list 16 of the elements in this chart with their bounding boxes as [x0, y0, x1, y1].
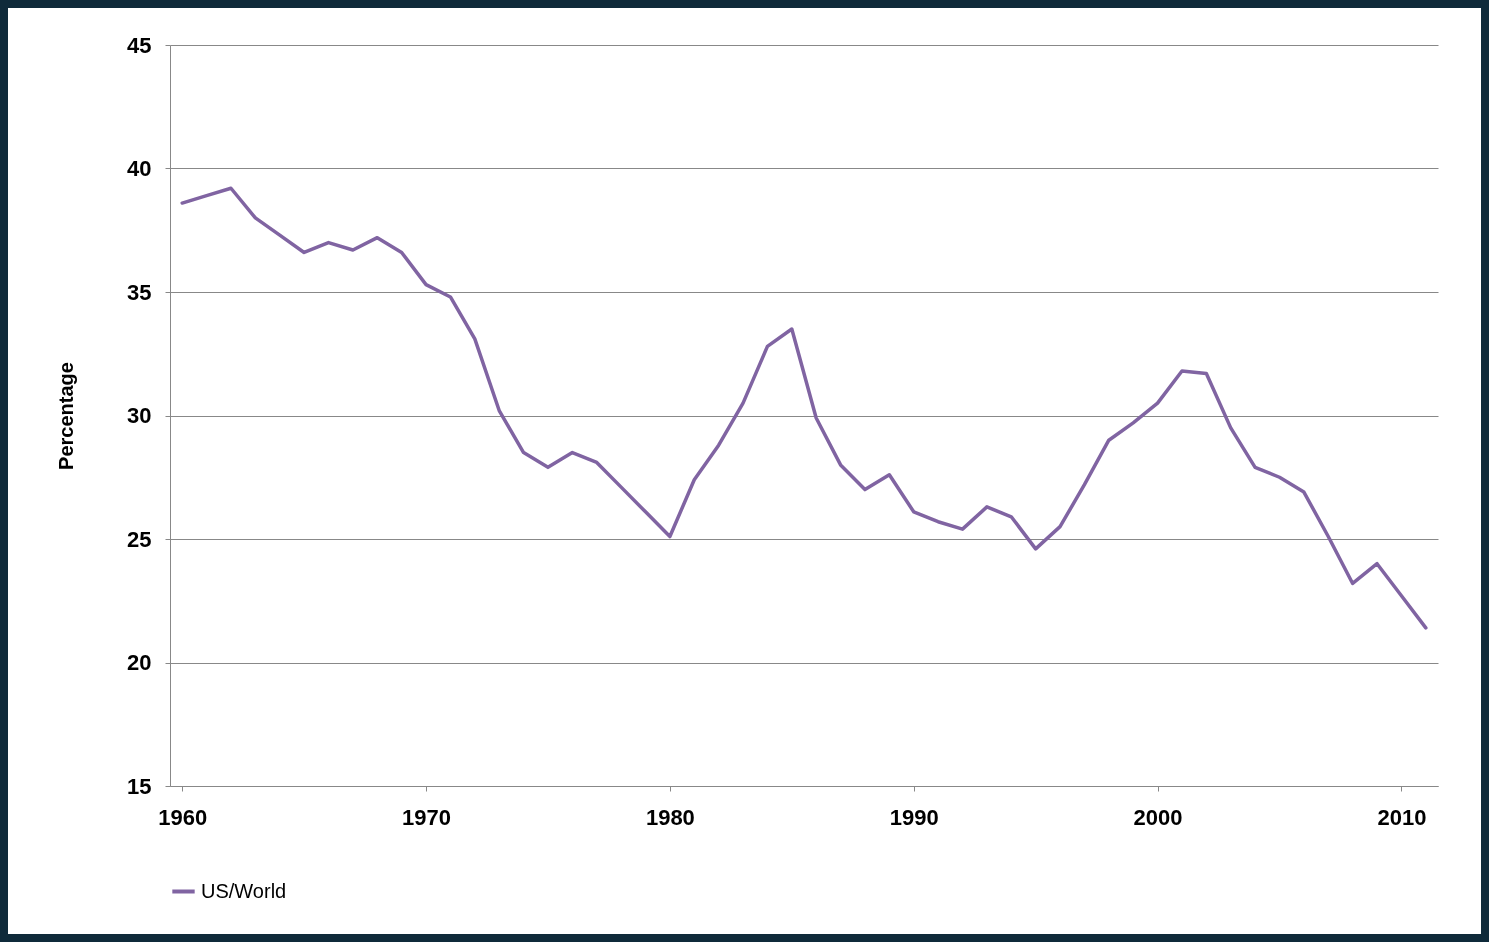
x-tick-label: 1960 [158, 804, 208, 830]
y-tick-label: 45 [127, 32, 152, 58]
x-tick-label: 2000 [1133, 804, 1183, 830]
legend-label: US/World [201, 879, 287, 902]
y-axis-title: Percentage [55, 362, 78, 470]
line-series [180, 186, 1428, 630]
x-tick-label: 2010 [1377, 804, 1427, 830]
y-tick-label: 35 [127, 279, 152, 305]
y-tick-label: 20 [127, 650, 152, 675]
x-tick-label: 1970 [402, 804, 452, 830]
x-tick-label: 1980 [645, 804, 695, 830]
y-tick-label: 25 [127, 526, 152, 552]
x-tick-label: 1990 [889, 804, 939, 830]
y-tick-label: 30 [127, 403, 152, 428]
y-tick-label: 15 [127, 773, 152, 799]
y-tick-label: 40 [127, 156, 152, 181]
